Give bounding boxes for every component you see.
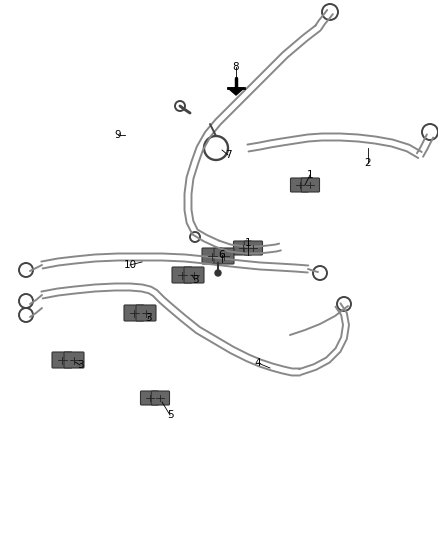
Text: 2: 2 — [365, 158, 371, 168]
Text: 1: 1 — [307, 170, 313, 180]
FancyBboxPatch shape — [52, 352, 72, 368]
Text: 1: 1 — [245, 238, 251, 248]
Text: 3: 3 — [145, 313, 151, 323]
FancyBboxPatch shape — [124, 305, 144, 321]
FancyBboxPatch shape — [136, 305, 156, 321]
Polygon shape — [228, 88, 244, 95]
FancyBboxPatch shape — [214, 248, 234, 264]
Text: 3: 3 — [77, 360, 83, 370]
FancyBboxPatch shape — [172, 267, 192, 283]
Text: 4: 4 — [254, 358, 261, 368]
Circle shape — [215, 270, 221, 276]
FancyBboxPatch shape — [202, 248, 222, 264]
Text: 6: 6 — [219, 250, 225, 260]
FancyBboxPatch shape — [141, 391, 159, 405]
Text: 9: 9 — [115, 130, 121, 140]
FancyBboxPatch shape — [184, 267, 204, 283]
FancyBboxPatch shape — [244, 241, 262, 255]
FancyBboxPatch shape — [290, 178, 309, 192]
Text: 7: 7 — [225, 150, 231, 160]
Text: 5: 5 — [167, 410, 173, 420]
Text: 8: 8 — [233, 62, 239, 72]
FancyBboxPatch shape — [301, 178, 319, 192]
Text: 10: 10 — [124, 260, 137, 270]
FancyBboxPatch shape — [151, 391, 170, 405]
Text: 3: 3 — [192, 275, 198, 285]
FancyBboxPatch shape — [64, 352, 84, 368]
FancyBboxPatch shape — [233, 241, 252, 255]
